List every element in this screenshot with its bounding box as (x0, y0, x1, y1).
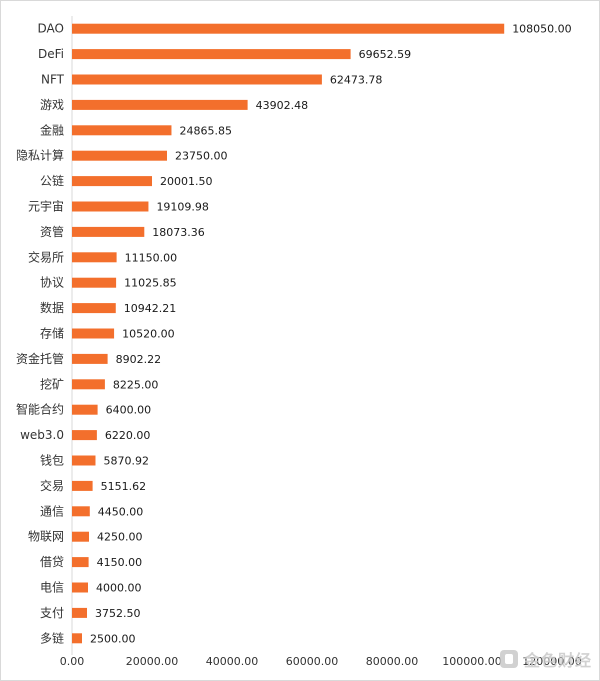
watermark: 金色财经 (499, 647, 592, 671)
category-label: 协议 (40, 275, 64, 290)
value-label: 6220.00 (105, 429, 151, 442)
value-label: 10520.00 (122, 328, 175, 341)
watermark-text: 金色财经 (523, 651, 592, 670)
category-label: web3.0 (20, 428, 64, 442)
x-tick-label: 0.00 (60, 655, 85, 668)
bar (72, 277, 117, 288)
value-label: 4000.00 (96, 582, 142, 595)
bar (72, 430, 97, 441)
bar (72, 303, 116, 314)
category-label: 隐私计算 (16, 148, 64, 163)
bar (72, 455, 96, 466)
x-tick-label: 20000.00 (126, 655, 179, 668)
value-label: 8902.22 (116, 353, 162, 366)
value-label: 23750.00 (175, 150, 228, 163)
bar (72, 480, 93, 491)
category-label: 资金托管 (16, 351, 64, 366)
bar (72, 379, 105, 390)
bar (72, 201, 149, 212)
x-tick-label: 120000.00 (522, 655, 582, 668)
category-label: 公链 (40, 173, 64, 188)
category-label: 支付 (40, 606, 64, 620)
category-label: 数据 (40, 300, 64, 315)
category-label: NFT (41, 73, 65, 87)
value-label: 62473.78 (330, 74, 383, 87)
value-label: 43902.48 (256, 99, 309, 112)
bar (72, 252, 117, 263)
value-label: 4250.00 (97, 531, 143, 544)
category-label: 借贷 (40, 555, 64, 569)
value-label: 8225.00 (113, 378, 158, 391)
category-label: 电信 (40, 581, 64, 595)
value-label: 19109.98 (156, 201, 209, 214)
bar (72, 557, 89, 568)
value-label: 3752.50 (95, 607, 141, 620)
category-label: 多链 (40, 630, 64, 645)
value-label: 20001.50 (160, 175, 213, 188)
bar (72, 226, 145, 237)
bar (72, 125, 172, 136)
bar (72, 23, 505, 34)
value-label: 4450.00 (98, 505, 144, 518)
value-label: 5151.62 (101, 480, 146, 493)
category-label: DeFi (38, 47, 64, 61)
category-label: 元宇宙 (28, 199, 64, 214)
bar (72, 531, 89, 542)
category-label: DAO (38, 22, 64, 36)
category-label: 钱包 (40, 453, 64, 468)
value-labels: 108050.00 69652.59 62473.78 43902.48 24865.8… (90, 23, 572, 646)
x-tick-label: 40000.00 (206, 655, 259, 668)
gold-logo-icon (499, 650, 518, 668)
category-label: 交易 (40, 478, 64, 493)
category-label: 存储 (40, 326, 64, 341)
value-label: 6400.00 (106, 404, 152, 417)
category-label: 游戏 (40, 98, 64, 112)
x-tick-label: 60000.00 (286, 655, 339, 668)
value-label: 2500.00 (90, 632, 136, 645)
bar (72, 328, 115, 339)
bar (72, 74, 322, 85)
x-tick-labels: 0.00 20000.00 40000.00 60000.00 80000.00 1000… (60, 655, 582, 668)
value-label: 5870.92 (103, 455, 148, 468)
value-label: 11150.00 (125, 251, 178, 264)
category-label: 智能合约 (16, 402, 64, 417)
bar (72, 633, 82, 644)
bar (72, 607, 88, 618)
x-tick-label: 80000.00 (366, 655, 419, 668)
bar (72, 353, 108, 364)
bar (72, 404, 98, 415)
bars-group (72, 23, 505, 644)
category-label: 挖矿 (40, 376, 64, 391)
category-labels: DAO DeFi NFT 游戏金融隐私计算公链元宇宙资管交易所协议数据存储资金托管挖矿… (16, 22, 65, 646)
value-label: 4150.00 (97, 556, 143, 569)
x-tick-label: 100000.00 (442, 655, 502, 668)
category-label: 资管 (40, 224, 64, 239)
bar (72, 150, 167, 161)
value-label: 108050.00 (512, 23, 572, 36)
value-label: 10942.21 (124, 302, 176, 315)
category-label: 交易所 (28, 249, 64, 264)
bar (72, 582, 88, 593)
bar (72, 176, 153, 187)
bar (72, 506, 90, 517)
bar (72, 49, 351, 60)
value-label: 18073.36 (152, 226, 205, 239)
category-label: 物联网 (28, 530, 64, 544)
category-label: 金融 (40, 122, 64, 137)
value-label: 24865.85 (179, 124, 232, 137)
value-label: 11025.85 (124, 277, 176, 290)
bar (72, 99, 248, 110)
value-label: 69652.59 (359, 48, 412, 61)
category-label: 通信 (40, 504, 64, 518)
